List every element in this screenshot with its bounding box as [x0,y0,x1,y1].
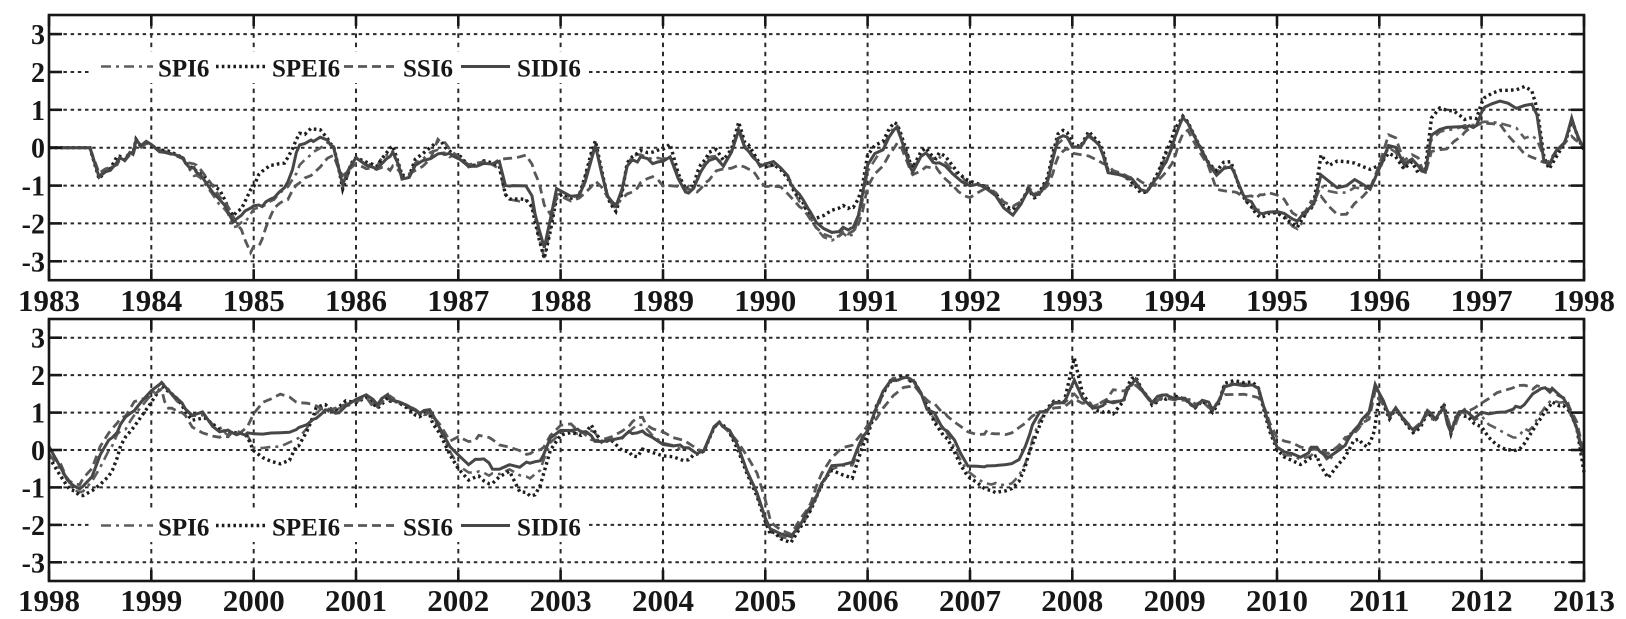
svg-text:1989: 1989 [632,283,694,318]
svg-text:2010: 2010 [1246,583,1308,614]
svg-text:0: 0 [31,436,45,467]
svg-text:1995: 1995 [1246,283,1308,318]
svg-text:2006: 2006 [837,583,899,614]
svg-text:SSI6: SSI6 [403,515,453,542]
svg-text:1985: 1985 [223,283,285,318]
svg-text:1992: 1992 [939,283,1001,318]
svg-text:2005: 2005 [734,583,796,614]
svg-text:-2: -2 [22,209,45,240]
svg-text:1: 1 [31,399,45,430]
svg-text:1990: 1990 [734,283,796,318]
svg-text:2007: 2007 [939,583,1001,614]
svg-text:-2: -2 [22,511,45,542]
svg-text:1987: 1987 [427,283,489,318]
svg-text:SIDI6: SIDI6 [517,515,581,542]
svg-text:2011: 2011 [1349,583,1409,614]
svg-text:2013: 2013 [1553,583,1615,614]
svg-text:2: 2 [31,58,45,89]
svg-text:1: 1 [31,96,45,127]
svg-text:SPI6: SPI6 [158,56,209,83]
svg-text:1998: 1998 [18,583,80,614]
svg-text:-1: -1 [22,473,45,504]
svg-text:-3: -3 [22,247,45,278]
svg-text:SIDI6: SIDI6 [517,56,581,83]
svg-text:1998: 1998 [1553,283,1615,318]
svg-text:2001: 2001 [325,583,387,614]
svg-text:2000: 2000 [223,583,285,614]
svg-text:3: 3 [31,20,45,51]
svg-text:2: 2 [31,361,45,392]
svg-text:1984: 1984 [120,283,182,318]
svg-text:2012: 2012 [1451,583,1513,614]
svg-text:SPEI6: SPEI6 [272,56,340,83]
svg-text:2009: 2009 [1144,583,1206,614]
svg-text:1999: 1999 [120,583,182,614]
svg-text:1991: 1991 [837,283,899,318]
svg-text:1997: 1997 [1451,283,1513,318]
svg-text:-1: -1 [22,172,45,203]
svg-text:1986: 1986 [325,283,387,318]
svg-text:SPI6: SPI6 [158,515,209,542]
svg-text:SSI6: SSI6 [403,56,453,83]
svg-text:3: 3 [31,324,45,355]
svg-text:1996: 1996 [1348,283,1410,318]
svg-text:1993: 1993 [1041,283,1103,318]
svg-text:SPEI6: SPEI6 [272,515,340,542]
svg-text:1994: 1994 [1144,283,1206,318]
svg-text:2004: 2004 [632,583,694,614]
svg-text:-3: -3 [22,548,45,579]
svg-text:2008: 2008 [1041,583,1103,614]
svg-text:0: 0 [31,134,45,165]
svg-text:2003: 2003 [530,583,592,614]
svg-text:2002: 2002 [427,583,489,614]
svg-text:1983: 1983 [18,283,80,318]
svg-text:1988: 1988 [530,283,592,318]
